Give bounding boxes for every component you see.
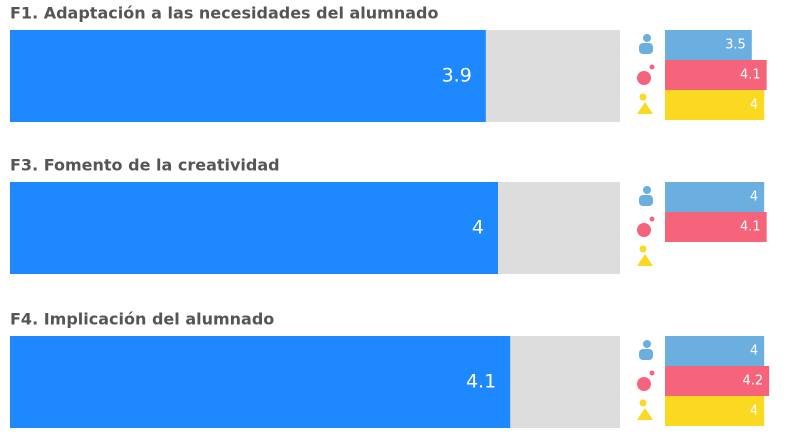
icon-head [643,34,651,42]
icon-body [637,408,653,420]
icon-head [649,370,655,376]
profile-icon [639,34,653,54]
profile-bar [665,212,767,242]
profile-value-label: 3.5 [725,38,746,53]
profile-bar [665,396,765,426]
profile-value-label: 4 [750,190,758,205]
profile-bar [665,336,765,366]
profile-value-label: 4 [750,98,758,113]
profile-icon [639,186,653,206]
profile-bar [665,182,765,212]
profile-value-label: 4.1 [740,220,761,235]
profile-icon [637,216,655,237]
profile-value-label: 4 [750,344,758,359]
profile-bar [665,90,765,120]
icon-body [637,223,651,237]
profile-value-label: 4 [750,404,758,419]
icon-body [639,195,653,206]
bar [10,30,486,122]
icon-head [649,216,655,222]
icon-head [639,245,647,253]
profile-icon [637,370,655,391]
profile-icon [639,340,653,360]
icon-body [637,377,651,391]
profile-icon [637,64,655,85]
icon-head [639,399,647,407]
value-label: 4 [472,217,484,239]
icon-head [649,64,655,70]
icon-body [637,254,653,266]
icon-body [637,71,651,85]
profile-icon [637,399,653,420]
icon-body [639,43,653,54]
value-label: 3.9 [442,65,472,87]
icon-body [639,349,653,360]
icon-body [637,102,653,114]
profile-icon [637,245,653,266]
group-title: F1. Adaptación a las necesidades del alu… [10,4,438,23]
profile-bar [665,366,770,396]
profile-icon [637,93,653,114]
bar [10,336,511,428]
value-label: 4.1 [466,371,496,393]
profile-value-label: 4.2 [742,374,763,389]
icon-head [643,186,651,194]
profile-bar [665,60,767,90]
icon-head [639,93,647,101]
group-title: F4. Implicación del alumnado [10,310,274,329]
bar [10,182,498,274]
profile-value-label: 4.1 [740,68,761,83]
group-title: F3. Fomento de la creatividad [10,156,280,175]
profile-bar [665,30,752,60]
icon-head [643,340,651,348]
